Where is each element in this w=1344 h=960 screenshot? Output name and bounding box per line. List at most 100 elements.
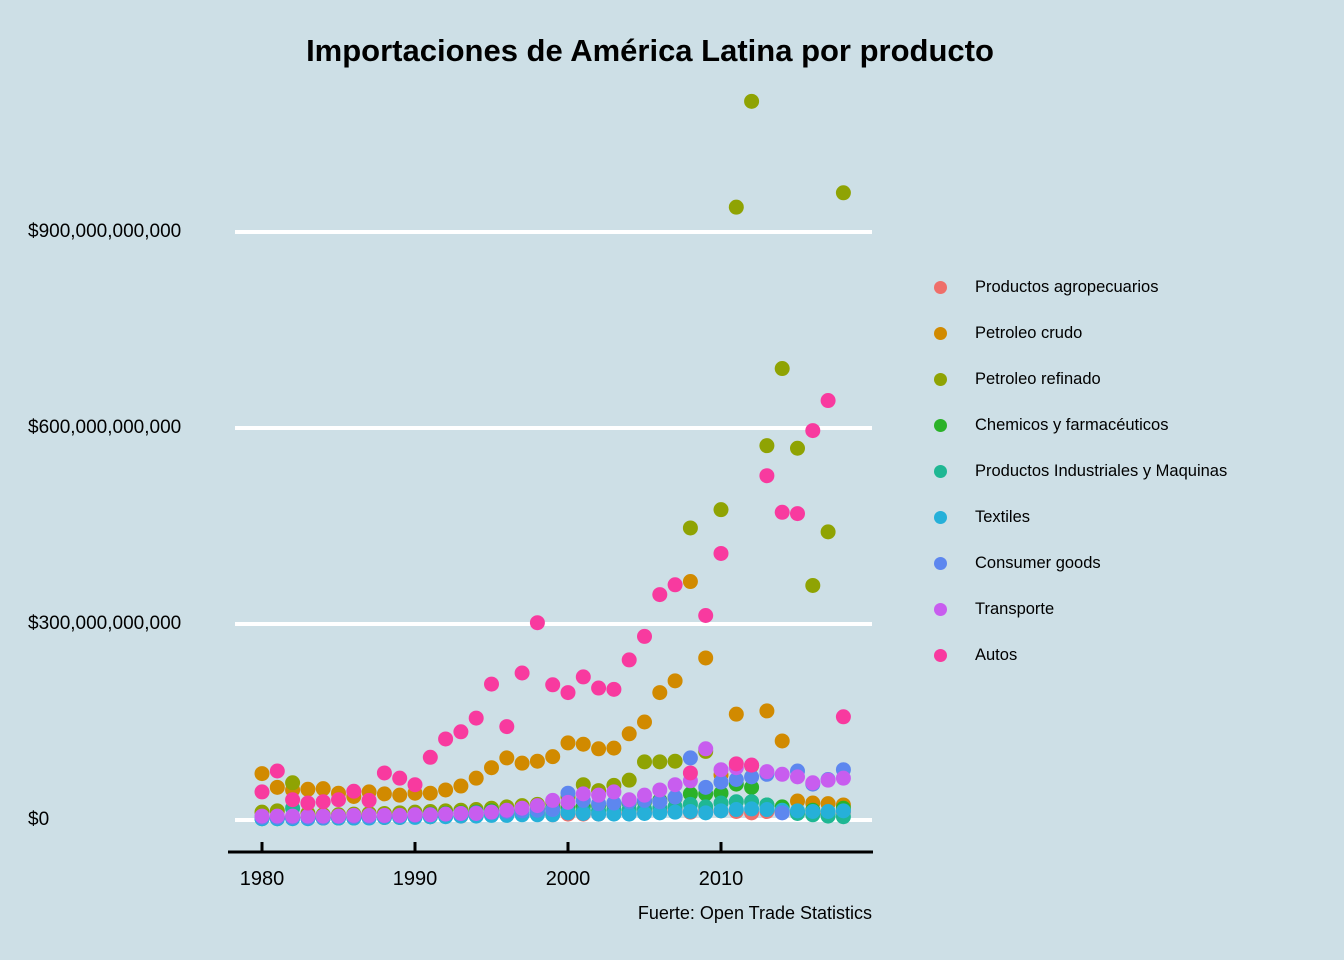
legend-label: Textiles: [975, 507, 1031, 526]
data-point: [453, 724, 469, 740]
data-point: [575, 786, 591, 802]
legend-item: Petroleo refinado: [928, 356, 1227, 402]
data-point: [667, 804, 683, 820]
data-point: [652, 794, 668, 810]
data-point: [820, 393, 836, 409]
data-point: [591, 806, 607, 822]
x-tick-label: 1990: [392, 868, 438, 890]
legend-label: Productos Industriales y Maquinas: [975, 461, 1228, 480]
data-point: [698, 779, 714, 795]
data-point: [652, 805, 668, 821]
data-point: [499, 750, 515, 766]
data-point: [361, 792, 377, 808]
data-point: [392, 807, 408, 823]
data-point: [682, 765, 698, 781]
data-point: [835, 803, 851, 819]
data-point: [652, 685, 668, 701]
data-point: [637, 714, 652, 730]
data-point: [621, 726, 637, 742]
data-point: [331, 792, 346, 808]
data-point: [652, 587, 668, 603]
data-point: [254, 784, 270, 800]
data-point: [790, 440, 805, 456]
data-point: [376, 807, 392, 823]
y-tick-label: $0: [28, 809, 50, 830]
data-point: [545, 677, 561, 693]
data-point: [392, 787, 408, 803]
data-point: [315, 781, 331, 797]
legend-label: Consumer goods: [975, 553, 1101, 572]
y-tick-label: $900,000,000,000: [28, 221, 182, 242]
data-point: [682, 750, 698, 766]
data-point: [484, 760, 499, 776]
data-point: [300, 781, 316, 797]
chart-title: Importaciones de América Latina por prod…: [306, 33, 994, 68]
data-point: [606, 784, 622, 800]
data-point: [728, 706, 744, 722]
data-point: [667, 753, 683, 769]
data-point: [759, 764, 775, 780]
data-point: [499, 802, 515, 818]
data-point: [392, 770, 408, 786]
data-point: [713, 502, 729, 518]
data-point: [667, 577, 683, 593]
data-point: [285, 775, 301, 791]
data-point: [514, 755, 530, 771]
data-point: [407, 777, 423, 793]
data-point: [744, 757, 760, 773]
data-point: [591, 680, 607, 696]
legend-dot-icon: [934, 602, 947, 616]
data-point: [820, 772, 836, 788]
chart-caption: Fuerte: Open Trade Statistics: [637, 903, 872, 923]
data-point: [560, 735, 576, 751]
data-point: [820, 804, 836, 820]
data-point: [560, 805, 576, 821]
data-point: [774, 766, 790, 782]
data-point: [438, 782, 454, 798]
legend-dot-icon: [934, 280, 947, 294]
data-point: [744, 801, 760, 817]
data-point: [744, 93, 760, 109]
legend-item: Textiles: [928, 494, 1227, 540]
x-tick-label: 1980: [239, 868, 285, 890]
legend-item: Transporte: [928, 586, 1227, 632]
data-point: [774, 805, 790, 821]
data-point: [529, 753, 545, 769]
data-point: [254, 808, 270, 824]
legend-label: Transporte: [975, 599, 1055, 618]
data-point: [606, 681, 622, 697]
data-point: [407, 807, 423, 823]
data-point: [698, 741, 714, 757]
legend-item: Autos: [928, 632, 1227, 678]
data-point: [315, 794, 331, 810]
data-point: [606, 795, 622, 811]
data-point: [529, 615, 545, 631]
data-point: [606, 740, 622, 756]
data-point: [835, 709, 851, 725]
legend-item: Petroleo crudo: [928, 310, 1227, 356]
data-point: [575, 736, 591, 752]
data-point: [682, 520, 698, 536]
data-point: [484, 804, 499, 820]
legend-dot-icon: [934, 648, 947, 662]
data-point: [759, 438, 775, 454]
legend: Productos agropecuarios Petroleo crudo Pet…: [928, 264, 1227, 678]
data-point: [499, 719, 515, 735]
data-point: [774, 361, 790, 377]
data-point: [774, 733, 790, 749]
data-point: [790, 769, 805, 785]
data-point: [315, 808, 331, 824]
data-point: [438, 731, 454, 747]
data-point: [652, 782, 668, 798]
data-point: [545, 749, 561, 765]
data-point: [637, 787, 652, 803]
data-point: [269, 763, 285, 779]
data-point: [621, 772, 637, 788]
data-point: [728, 802, 744, 818]
data-point: [713, 803, 729, 819]
data-point: [728, 771, 744, 787]
data-point: [468, 805, 484, 821]
data-point: [453, 778, 469, 794]
x-tick-label: 2010: [698, 868, 744, 890]
